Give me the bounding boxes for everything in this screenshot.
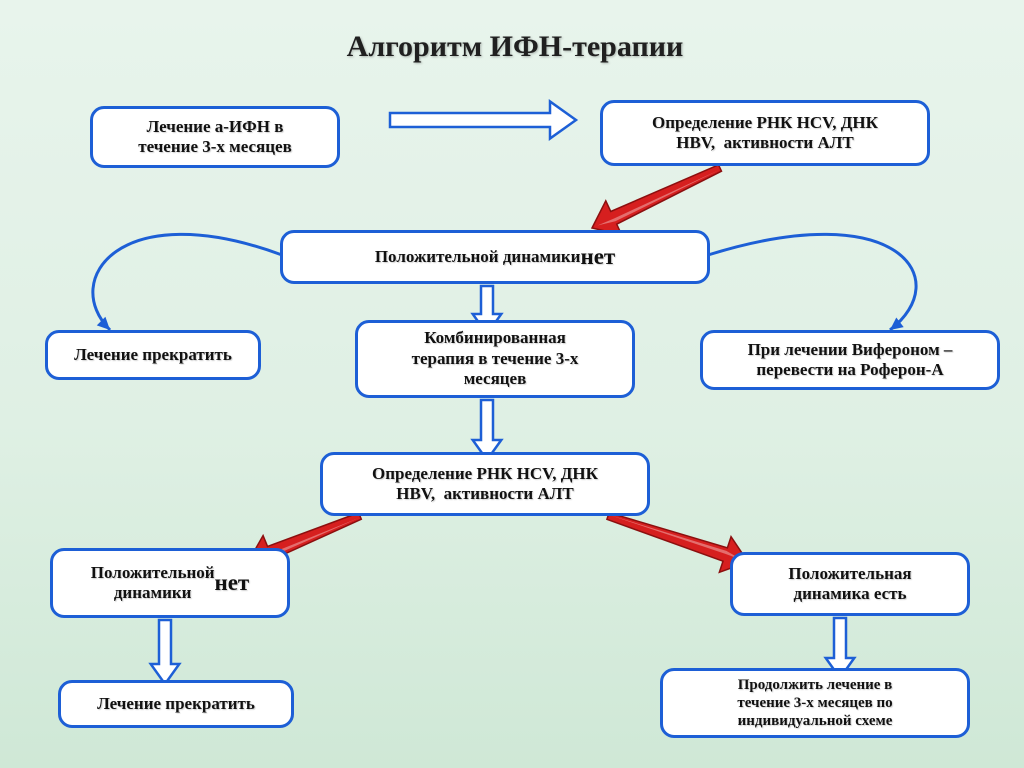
diagram-canvas: Алгоритм ИФН-терапии Лечение а-ИФН втече… (0, 0, 1024, 768)
curve-arrow-c34 (93, 234, 282, 330)
hollow-arrow-a1 (390, 101, 576, 138)
flow-node-n8: Положительнойдинамики нет (50, 548, 290, 618)
curve-arrowhead-c36 (890, 317, 904, 330)
flow-node-n1: Лечение а-ИФН втечение 3-х месяцев (90, 106, 340, 168)
flow-node-n4: Лечение прекратить (45, 330, 261, 380)
flow-node-n9: Положительнаядинамика есть (730, 552, 970, 616)
flow-node-n10: Лечение прекратить (58, 680, 294, 728)
flow-node-n5: Комбинированнаятерапия в течение 3-хмеся… (355, 320, 635, 398)
curve-arrowhead-c34 (97, 317, 110, 330)
flow-node-n6: При лечении Вифероном –перевести на Рофе… (700, 330, 1000, 390)
curve-arrow-c36 (708, 234, 916, 330)
flow-node-n7: Определение РНК HCV, ДНКHBV, активности … (320, 452, 650, 516)
flow-node-n2: Определение РНК HCV, ДНКHBV, активности … (600, 100, 930, 166)
flow-node-n11: Продолжить лечение втечение 3-х месяцев … (660, 668, 970, 738)
hollow-arrow-a57 (473, 400, 502, 460)
hollow-arrow-a810 (151, 620, 180, 684)
flow-node-n3: Положительной динамики нет (280, 230, 710, 284)
page-title: Алгоритм ИФН-терапии (280, 30, 750, 64)
